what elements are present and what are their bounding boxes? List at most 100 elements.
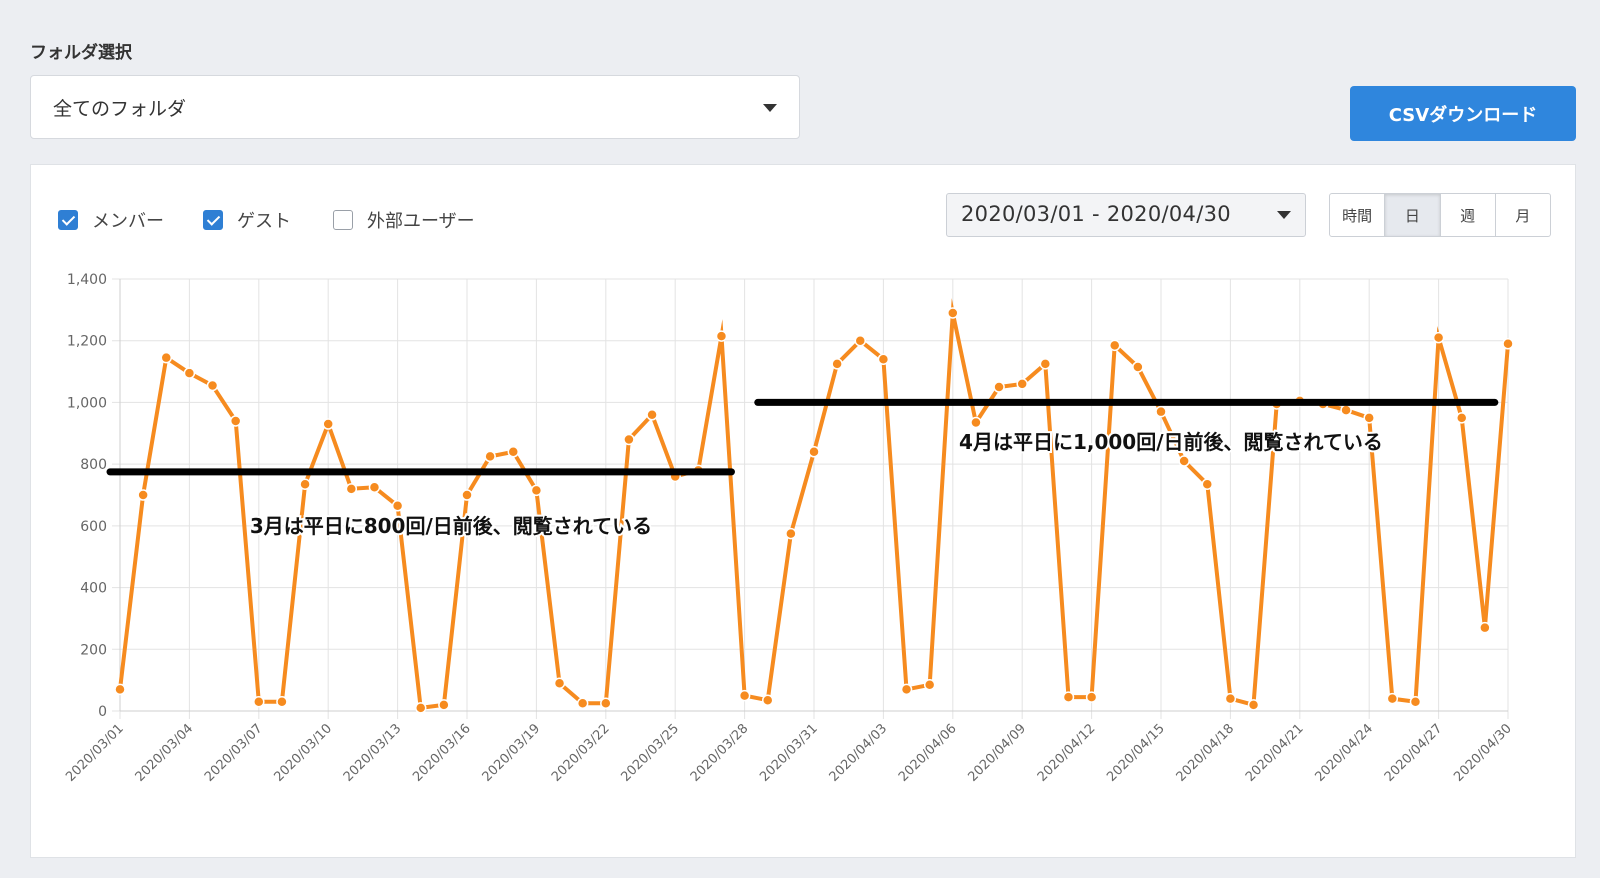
data-point bbox=[1409, 695, 1422, 708]
data-point bbox=[1085, 691, 1098, 703]
data-point bbox=[600, 697, 612, 710]
data-point bbox=[461, 489, 473, 501]
x-tick-label: 2020/04/21 bbox=[1243, 721, 1307, 785]
data-point bbox=[576, 697, 589, 710]
data-point bbox=[1132, 361, 1144, 373]
data-point bbox=[1386, 692, 1399, 705]
data-point bbox=[1455, 412, 1468, 424]
data-point bbox=[993, 381, 1005, 393]
data-point bbox=[808, 446, 820, 458]
x-tick-label: 2020/04/06 bbox=[896, 721, 960, 785]
granularity-month[interactable]: 月 bbox=[1515, 206, 1531, 225]
data-point bbox=[1363, 412, 1375, 424]
data-point bbox=[160, 351, 173, 364]
x-tick-label: 2020/03/25 bbox=[618, 721, 682, 785]
granularity-hour[interactable]: 時間 bbox=[1330, 194, 1386, 236]
x-tick-label: 2020/03/31 bbox=[757, 721, 821, 785]
data-point bbox=[623, 433, 635, 446]
y-tick-label: 200 bbox=[80, 642, 107, 658]
x-tick-label: 2020/04/18 bbox=[1174, 721, 1238, 785]
y-tick-label: 400 bbox=[80, 581, 107, 597]
data-point bbox=[183, 367, 196, 379]
folder-select-label: フォルダ選択 bbox=[30, 43, 132, 63]
data-point bbox=[368, 481, 381, 494]
data-point bbox=[1039, 358, 1052, 370]
data-point bbox=[276, 695, 288, 708]
y-tick-label: 800 bbox=[80, 457, 107, 473]
data-point bbox=[391, 500, 404, 512]
checkbox-checked-icon[interactable] bbox=[58, 210, 78, 230]
x-tick-label: 2020/04/24 bbox=[1312, 721, 1376, 785]
y-tick-label: 0 bbox=[98, 704, 107, 720]
data-point bbox=[299, 478, 311, 490]
granularity-day[interactable]: 日 bbox=[1385, 194, 1441, 236]
chevron-down-icon bbox=[1277, 211, 1291, 219]
filter-guest[interactable]: ゲスト bbox=[203, 207, 291, 233]
annotation-label: 3月は平日に800回/日前後、閲覧されている bbox=[250, 514, 652, 538]
chart-card: メンバー ゲスト 外部ユーザー 2020/03/01 - 2020/04/30 … bbox=[30, 164, 1576, 858]
chevron-down-icon bbox=[763, 104, 777, 112]
data-point bbox=[1340, 404, 1352, 416]
x-tick-label: 2020/04/09 bbox=[965, 721, 1029, 785]
x-tick-label: 2020/03/07 bbox=[202, 721, 266, 785]
data-point bbox=[1432, 331, 1445, 344]
data-point bbox=[715, 330, 728, 342]
filter-external-user[interactable]: 外部ユーザー bbox=[333, 207, 475, 233]
x-tick-label: 2020/04/27 bbox=[1382, 721, 1446, 785]
data-point bbox=[1155, 405, 1167, 418]
x-tick-label: 2020/03/13 bbox=[341, 721, 405, 785]
data-point bbox=[137, 489, 149, 501]
y-tick-label: 1,400 bbox=[67, 272, 107, 288]
checkbox-unchecked-icon[interactable] bbox=[333, 210, 353, 230]
x-tick-label: 2020/04/12 bbox=[1035, 721, 1099, 785]
filter-member-label: メンバー bbox=[92, 211, 164, 232]
data-point bbox=[114, 683, 126, 696]
csv-download-button[interactable]: CSVダウンロード bbox=[1350, 86, 1576, 141]
x-tick-label: 2020/03/01 bbox=[63, 721, 127, 785]
data-point bbox=[507, 446, 520, 458]
x-tick-label: 2020/04/15 bbox=[1104, 721, 1168, 785]
granularity-week[interactable]: 週 bbox=[1441, 194, 1496, 236]
data-point bbox=[877, 353, 890, 365]
x-tick-label: 2020/03/04 bbox=[133, 721, 197, 785]
data-point bbox=[831, 358, 843, 370]
folder-select-value: 全てのフォルダ bbox=[53, 98, 187, 120]
checkbox-checked-icon[interactable] bbox=[203, 210, 223, 230]
data-point bbox=[253, 695, 265, 708]
x-tick-label: 2020/03/10 bbox=[271, 721, 335, 785]
data-point bbox=[438, 699, 450, 711]
x-tick-label: 2020/03/19 bbox=[480, 721, 544, 785]
data-point bbox=[854, 334, 867, 347]
data-point bbox=[1247, 699, 1260, 711]
y-tick-label: 1,200 bbox=[67, 334, 107, 350]
data-point bbox=[1178, 455, 1190, 467]
folder-select[interactable]: 全てのフォルダ bbox=[30, 75, 800, 139]
data-point bbox=[1201, 478, 1214, 490]
granularity-toggle: 時間 日 週 月 bbox=[1329, 193, 1551, 237]
data-point bbox=[414, 702, 427, 714]
filter-external-user-label: 外部ユーザー bbox=[367, 211, 475, 232]
data-point bbox=[1479, 621, 1491, 634]
data-point bbox=[345, 483, 358, 495]
x-tick-label: 2020/04/03 bbox=[827, 721, 891, 785]
x-tick-label: 2020/03/22 bbox=[549, 721, 613, 785]
data-point bbox=[1502, 338, 1514, 350]
data-point bbox=[947, 307, 959, 319]
data-point bbox=[322, 418, 334, 430]
date-range-value: 2020/03/01 - 2020/04/30 bbox=[961, 202, 1231, 226]
data-point bbox=[530, 484, 543, 497]
x-tick-label: 2020/03/16 bbox=[410, 721, 474, 785]
data-point bbox=[785, 527, 797, 540]
data-point bbox=[1108, 339, 1121, 352]
data-point bbox=[1016, 378, 1028, 390]
filter-guest-label: ゲスト bbox=[237, 211, 291, 232]
data-point bbox=[1224, 692, 1237, 705]
data-point bbox=[484, 450, 496, 463]
data-point bbox=[923, 679, 936, 691]
data-point bbox=[970, 416, 982, 429]
data-point bbox=[646, 409, 658, 421]
data-point bbox=[738, 689, 751, 702]
filter-member[interactable]: メンバー bbox=[58, 207, 164, 233]
date-range-picker[interactable]: 2020/03/01 - 2020/04/30 bbox=[946, 193, 1306, 237]
